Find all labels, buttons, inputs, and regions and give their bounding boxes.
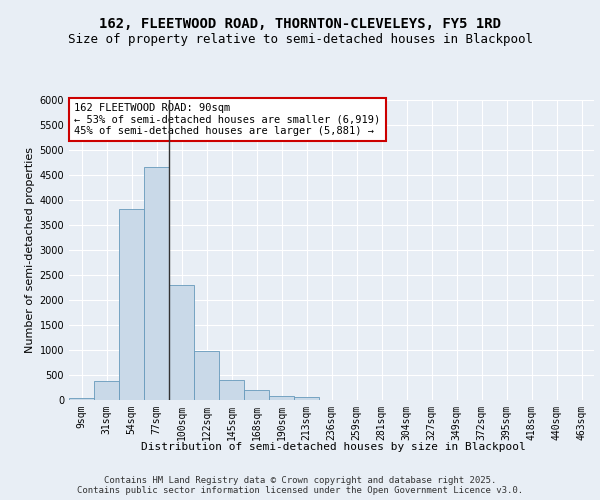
Bar <box>119 208 144 400</box>
Text: 162 FLEETWOOD ROAD: 90sqm
← 53% of semi-detached houses are smaller (6,919)
45% : 162 FLEETWOOD ROAD: 90sqm ← 53% of semi-… <box>74 103 380 136</box>
Text: Contains HM Land Registry data © Crown copyright and database right 2025.
Contai: Contains HM Land Registry data © Crown c… <box>77 476 523 495</box>
Bar <box>219 380 244 400</box>
Bar <box>169 285 194 400</box>
Y-axis label: Number of semi-detached properties: Number of semi-detached properties <box>25 147 35 353</box>
Bar <box>269 396 294 400</box>
Bar <box>294 396 319 400</box>
Text: Distribution of semi-detached houses by size in Blackpool: Distribution of semi-detached houses by … <box>140 442 526 452</box>
Bar <box>69 398 94 400</box>
Bar <box>194 351 219 400</box>
Bar <box>94 380 119 400</box>
Text: 162, FLEETWOOD ROAD, THORNTON-CLEVELEYS, FY5 1RD: 162, FLEETWOOD ROAD, THORNTON-CLEVELEYS,… <box>99 18 501 32</box>
Bar <box>244 390 269 400</box>
Text: Size of property relative to semi-detached houses in Blackpool: Size of property relative to semi-detach… <box>67 32 533 46</box>
Bar <box>144 166 169 400</box>
